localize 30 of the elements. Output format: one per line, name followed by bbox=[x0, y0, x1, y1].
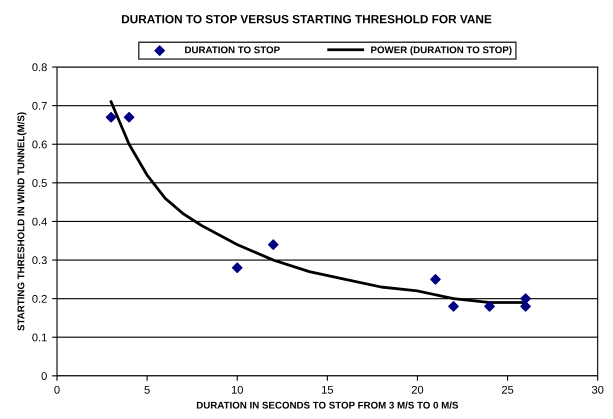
y-tick-label: 0.5 bbox=[32, 179, 47, 187]
y-axis-title: STARTING THRESHOLD IN WIND TUNNEL(M/S) bbox=[17, 112, 26, 331]
x-tick-label: 0 bbox=[54, 386, 60, 394]
point bbox=[448, 301, 459, 312]
x-tick-label: 30 bbox=[592, 386, 604, 394]
point bbox=[520, 293, 531, 304]
point bbox=[232, 262, 243, 274]
point bbox=[106, 112, 116, 123]
legend-label: POWER (DURATION TO STOP) bbox=[371, 46, 512, 56]
point bbox=[268, 239, 279, 250]
y-tick-label: 0.3 bbox=[32, 256, 47, 264]
point bbox=[124, 112, 134, 123]
x-tick-label: 20 bbox=[412, 386, 424, 394]
y-tick-label: 0.8 bbox=[32, 63, 47, 72]
y-tick-label: 0.1 bbox=[32, 334, 47, 342]
x-tick-label: 10 bbox=[232, 386, 243, 394]
legend-label: DURATION TO STOP bbox=[185, 46, 280, 54]
y-tick-label: 0.6 bbox=[32, 140, 47, 148]
x-tick-label: 15 bbox=[322, 386, 334, 394]
x-tick-label: 25 bbox=[502, 386, 514, 394]
x-axis-title: DURATION IN SECONDS TO STOP FROM 3 M/S TO 0 M/S bbox=[196, 401, 458, 409]
point bbox=[520, 301, 531, 312]
y-tick-label: 0.4 bbox=[32, 218, 47, 226]
point bbox=[484, 301, 495, 312]
y-tick-label: 0.7 bbox=[32, 102, 47, 110]
x-tick-label: 5 bbox=[144, 386, 150, 394]
point bbox=[430, 274, 441, 285]
y-tick-label: 0 bbox=[42, 372, 47, 380]
chart-title: DURATION TO STOP VERSUS STARTING THRESHOLD FOR VANE bbox=[122, 14, 492, 24]
y-tick-label: 0.2 bbox=[32, 294, 47, 303]
